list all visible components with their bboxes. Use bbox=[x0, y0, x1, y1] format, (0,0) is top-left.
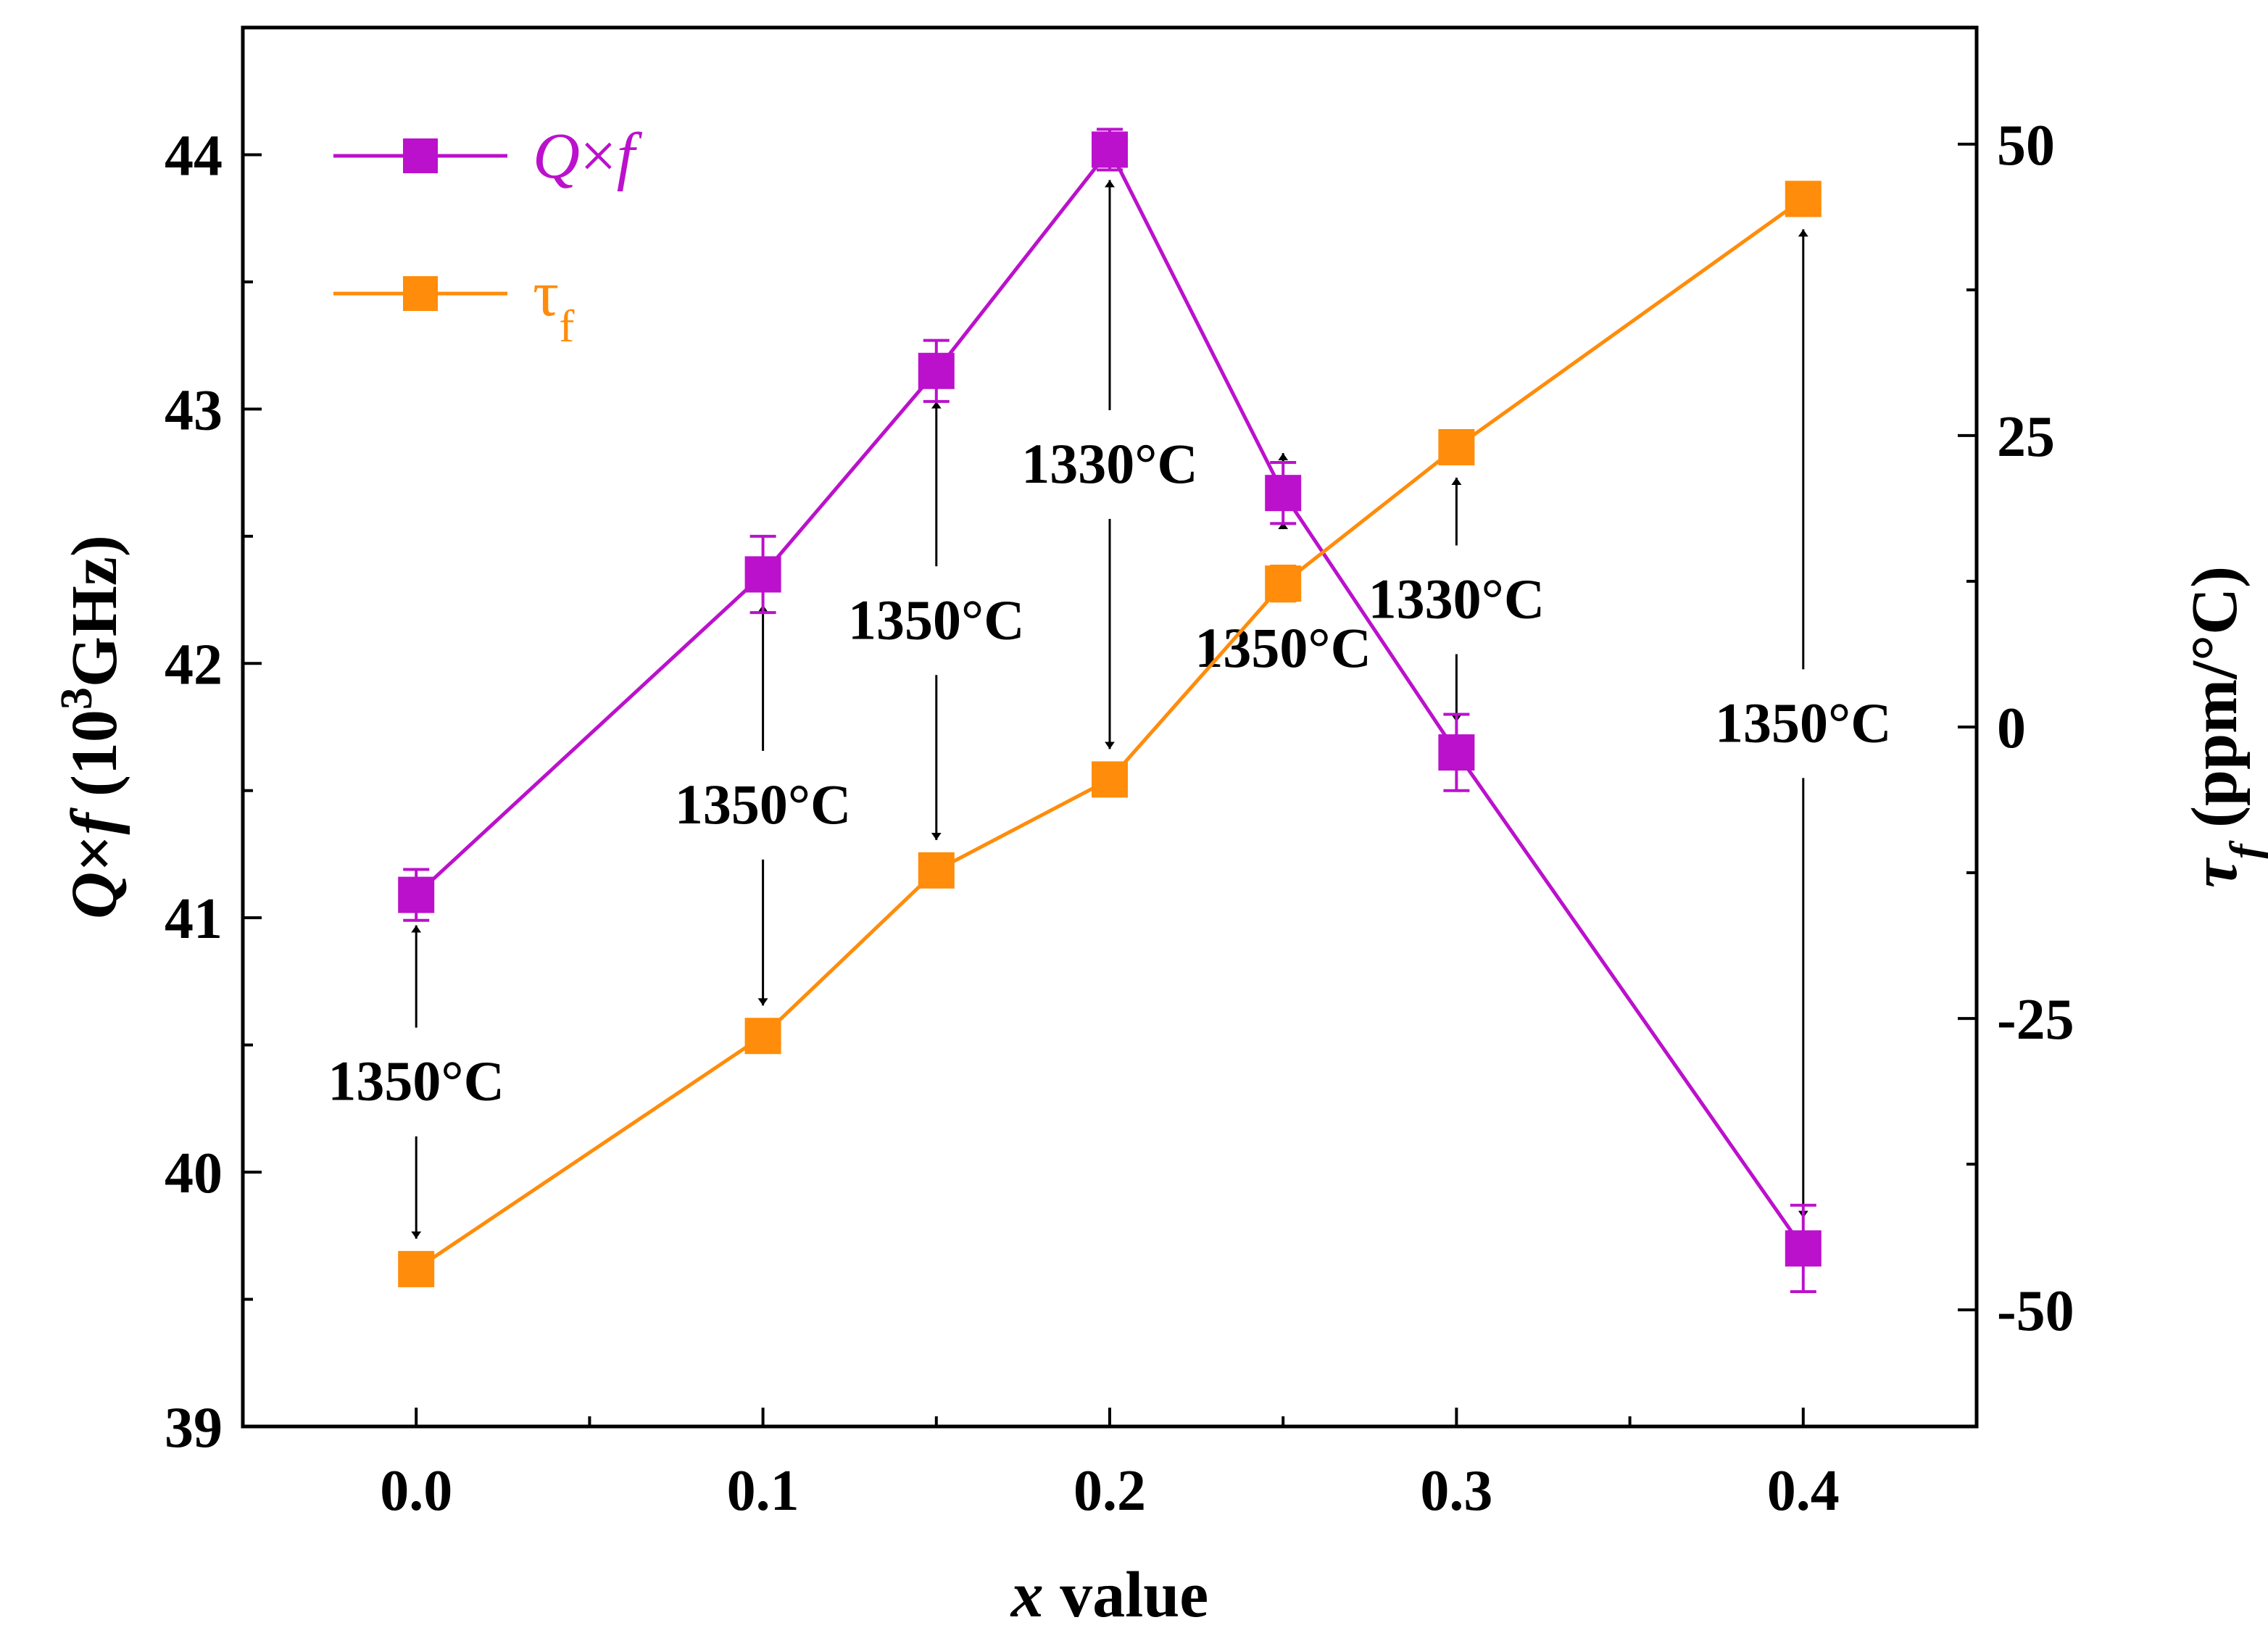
y-left-tick-label: 39 bbox=[165, 1396, 223, 1460]
annotation-label: 1350°C bbox=[848, 588, 1025, 651]
legend-marker bbox=[403, 276, 438, 311]
data-point bbox=[1092, 131, 1128, 168]
data-point bbox=[1785, 180, 1822, 217]
data-point bbox=[1438, 734, 1475, 771]
x-axis-title: x value bbox=[1010, 1559, 1209, 1631]
y-left-tick-label: 44 bbox=[165, 124, 223, 188]
annotation-label: 1350°C bbox=[675, 773, 852, 836]
data-point bbox=[1438, 429, 1475, 465]
legend-label: τf bbox=[533, 258, 575, 352]
annotation-label-bg bbox=[654, 760, 872, 833]
annotation-label: 1330°C bbox=[1368, 568, 1545, 631]
y-right-tick-label: -25 bbox=[1997, 988, 2074, 1052]
data-point bbox=[1265, 565, 1302, 602]
y-right-tick-label: 25 bbox=[1997, 405, 2055, 469]
y-left-tick-label: 40 bbox=[165, 1142, 223, 1205]
annotation-label-bg bbox=[1694, 678, 1912, 752]
legend-marker bbox=[403, 138, 438, 173]
annotation-label: 1350°C bbox=[1195, 616, 1371, 679]
data-point bbox=[744, 1018, 781, 1055]
y-right-tick-label: -50 bbox=[1997, 1279, 2074, 1343]
y-left-tick-label: 41 bbox=[165, 887, 223, 951]
annotation-label: 1350°C bbox=[1715, 691, 1892, 754]
y-right-tick-label: 0 bbox=[1997, 697, 2026, 760]
x-tick-label: 0.1 bbox=[727, 1459, 799, 1523]
annotation-label: 1330°C bbox=[1021, 432, 1198, 495]
data-point bbox=[744, 556, 781, 593]
annotation-label-bg bbox=[1347, 554, 1566, 628]
x-tick-label: 0.4 bbox=[1767, 1459, 1840, 1523]
annotation-label-bg bbox=[307, 1037, 526, 1110]
annotation-label: 1350°C bbox=[328, 1050, 504, 1113]
data-point bbox=[918, 352, 955, 389]
data-point bbox=[1785, 1230, 1822, 1267]
legend-label: Q×f bbox=[533, 120, 643, 192]
annotation-label-bg bbox=[1001, 419, 1218, 492]
y-right-axis-title: τf (ppm/°C) bbox=[2179, 566, 2268, 888]
data-point bbox=[918, 852, 955, 889]
data-point bbox=[398, 1250, 435, 1287]
x-tick-label: 0.2 bbox=[1073, 1459, 1146, 1523]
y-left-tick-label: 42 bbox=[165, 633, 223, 697]
data-point bbox=[398, 876, 435, 913]
data-point bbox=[1265, 475, 1302, 512]
y-left-tick-label: 43 bbox=[165, 378, 223, 442]
x-tick-label: 0.0 bbox=[380, 1459, 452, 1523]
y-right-tick-label: 50 bbox=[1997, 114, 2055, 178]
y-left-axis-title: Q×f (103GHz) bbox=[52, 535, 130, 919]
x-tick-label: 0.3 bbox=[1420, 1459, 1492, 1523]
annotation-label-bg bbox=[827, 576, 1045, 649]
data-point bbox=[1092, 761, 1128, 798]
